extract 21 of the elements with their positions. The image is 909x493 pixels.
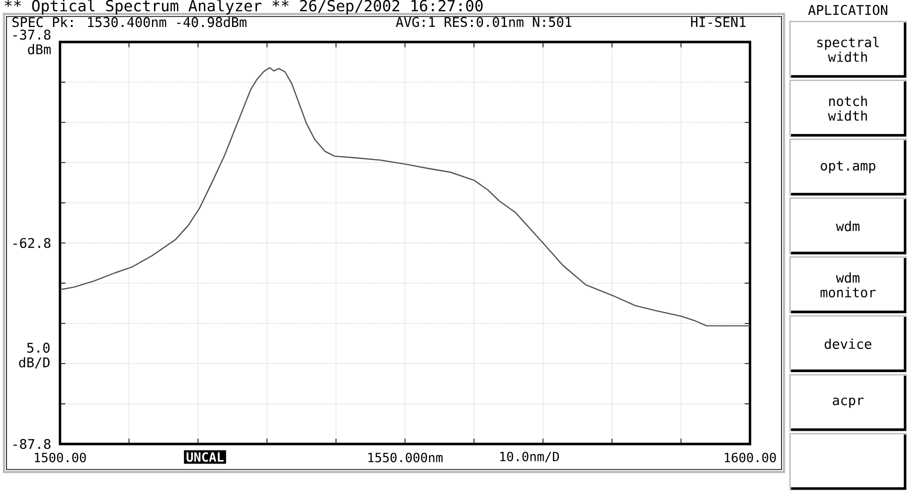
x-axis-title: 10.0nm/D (500, 452, 559, 462)
text: opt.amp (820, 161, 876, 174)
text: UNCAL (186, 452, 224, 462)
y-tick-label: -37.8 dBm (13, 30, 51, 54)
text: APLICATION (808, 4, 888, 16)
text: device (824, 338, 872, 349)
text: spectral width (817, 36, 879, 62)
x-tick-label: 1550.000nm (368, 452, 443, 462)
text: wdm monitor (820, 272, 876, 298)
text: wdm (836, 220, 860, 232)
y-tick-label: -87.8 (13, 438, 50, 450)
text: notch width (828, 96, 867, 121)
x-tick-label: 1600.00 (724, 452, 776, 462)
text: HI-SEN1 (691, 16, 746, 28)
y-tick-label: -62.8 (13, 238, 50, 248)
text: SPEC Pk: 1530.400nm -40.98dBm (12, 16, 246, 28)
y-axis-title: 5.0 dB/D (19, 342, 50, 368)
text: AVG:1 RES:0.01nm N:501 (396, 16, 572, 28)
chart-title: ** Optical Spectrum Analyzer ** 26/Sep/2002 16:27:00 (4, 0, 483, 14)
text: acpr (832, 398, 864, 408)
x-tick-label: 1500.00 (34, 452, 86, 462)
